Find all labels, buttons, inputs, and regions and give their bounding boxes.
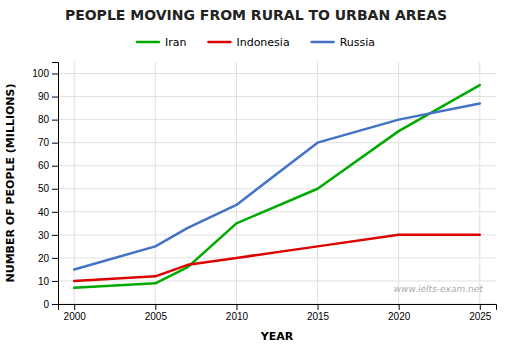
legend-item: Indonesia [208, 36, 289, 49]
tick-mark [236, 304, 237, 310]
y-axis: 0 10 20 30 40 50 60 70 80 90 100 [32, 63, 58, 310]
tick-mark [52, 281, 58, 282]
tick-mark [52, 120, 58, 121]
legend-item: Russia [312, 36, 375, 49]
grid-line [58, 73, 496, 74]
tick: 40 [38, 207, 58, 218]
tick-mark [52, 304, 58, 305]
title: PEOPLE MOVING FROM RURAL TO URBAN AREAS [65, 7, 447, 23]
tick-mark [155, 304, 156, 310]
axis-line [52, 63, 59, 305]
tick: 2025 [469, 304, 492, 322]
tick-label: 80 [38, 114, 50, 125]
tick-mark [399, 304, 400, 310]
tick-label: 2020 [388, 311, 411, 322]
grid-line [317, 62, 318, 304]
plot: 2000 2005 2010 2015 2020 2025 0 10 20 30 40 50 60 70 8… [32, 62, 496, 322]
tick-mark [318, 304, 319, 310]
tick: 50 [38, 183, 58, 194]
grid-line [58, 119, 496, 120]
lines [74, 85, 480, 288]
tick: 20 [38, 253, 58, 264]
tick-label: 0 [43, 299, 49, 310]
tick-label: 2010 [226, 311, 249, 322]
tick-label: 40 [38, 207, 50, 218]
annotation: www.ielts-exam.net [394, 284, 484, 294]
tick: 60 [38, 160, 58, 171]
axis-line [59, 305, 497, 311]
tick: 30 [38, 230, 58, 241]
tick-mark [52, 189, 58, 190]
tick: 70 [38, 137, 58, 148]
y-axis-title: NUMBER OF PEOPLE (MILLIONS) [4, 83, 17, 282]
grid-line [58, 142, 496, 143]
tick-label: 60 [38, 160, 50, 171]
grid-line [74, 62, 75, 304]
legend-label: Indonesia [236, 36, 289, 49]
grid-line [58, 257, 496, 258]
tick: 0 [43, 299, 58, 310]
tick-label: 2015 [307, 311, 330, 322]
tick-mark [52, 212, 58, 213]
grid-line [58, 280, 496, 281]
tick-mark [52, 258, 58, 259]
tick-mark [52, 235, 58, 236]
tick: 2000 [64, 304, 87, 322]
tick: 2020 [388, 304, 411, 322]
tick-mark [52, 74, 58, 75]
tick: 2010 [226, 304, 249, 322]
tick-label: 2005 [145, 311, 168, 322]
grid-line [398, 62, 399, 304]
grid-line [58, 96, 496, 97]
tick-label: 20 [38, 253, 50, 264]
legend-swatch [137, 41, 159, 44]
grid-line [58, 165, 496, 166]
grid-line [155, 62, 156, 304]
tick: 100 [32, 68, 58, 79]
tick: 90 [38, 91, 58, 102]
legend-label: Russia [340, 36, 375, 49]
tick-label: 70 [38, 137, 50, 148]
tick-label: 10 [38, 276, 50, 287]
legend-swatch [208, 41, 230, 44]
tick-label: 2025 [469, 311, 492, 322]
grid-line [479, 62, 480, 304]
tick: 80 [38, 114, 58, 125]
tick-label: 50 [38, 183, 50, 194]
grid-line [58, 188, 496, 189]
tick-mark [52, 166, 58, 167]
series-line [74, 235, 480, 281]
tick-mark [74, 304, 75, 310]
x-axis-title: YEAR [260, 330, 294, 343]
grid-line [58, 211, 496, 212]
legend-label: Iran [165, 36, 187, 49]
series-line [74, 103, 480, 269]
tick-mark [52, 143, 58, 144]
tick-label: 2000 [64, 311, 87, 322]
tick-mark [52, 97, 58, 98]
series-line [74, 85, 480, 288]
chart: PEOPLE MOVING FROM RURAL TO URBAN AREAS 2… [0, 0, 512, 348]
legend-swatch [312, 41, 334, 44]
tick: 2005 [145, 304, 168, 322]
grid-line [236, 62, 237, 304]
tick-mark [480, 304, 481, 310]
legend-item: Iran [137, 36, 187, 49]
tick-label: 90 [38, 91, 50, 102]
legend: Iran Indonesia Russia [137, 36, 375, 49]
tick-label: 100 [32, 68, 49, 79]
tick: 2015 [307, 304, 330, 322]
grid [58, 62, 496, 304]
tick-label: 30 [38, 230, 50, 241]
x-axis: 2000 2005 2010 2015 2020 2025 [59, 304, 497, 322]
tick: 10 [38, 276, 58, 287]
